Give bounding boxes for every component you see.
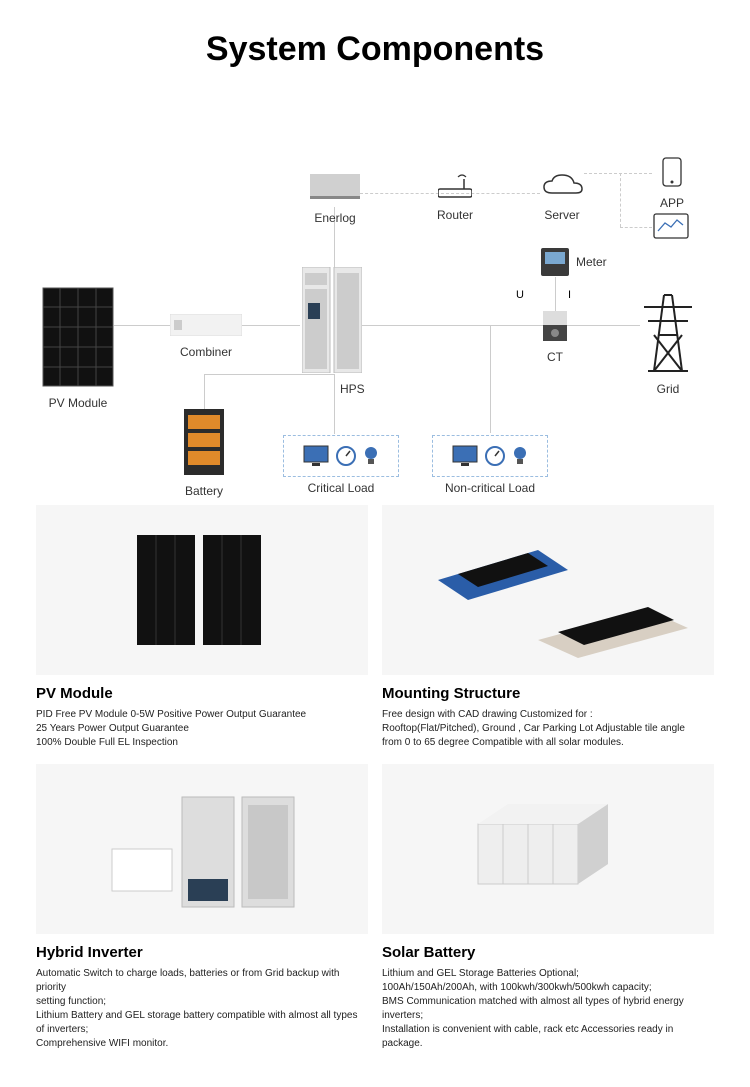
- battery-node: Battery: [184, 409, 224, 498]
- hps-label: HPS: [340, 382, 365, 396]
- app-icon: [662, 157, 682, 187]
- system-diagram: PV Module Combiner Enerlog Router Server: [0, 89, 750, 469]
- card-battery: Solar Battery Lithium and GEL Storage Ba…: [382, 764, 714, 1051]
- line-noncritical: [490, 325, 491, 433]
- combiner-label: Combiner: [170, 345, 242, 359]
- monitor-icon: [303, 445, 329, 467]
- hps-icon: [302, 267, 362, 373]
- meter-label: Meter: [576, 255, 607, 269]
- router-node: Router: [437, 173, 473, 222]
- grid-node: Grid: [640, 285, 696, 396]
- line-server-tablet-h: [620, 227, 652, 228]
- hps-node: HPS: [300, 267, 365, 396]
- tablet-node: [653, 213, 689, 244]
- meter-node: Meter: [540, 247, 607, 277]
- card-battery-desc: Lithium and GEL Storage Batteries Option…: [382, 967, 714, 1051]
- server-label: Server: [540, 208, 584, 222]
- line-hps-grid: [360, 325, 640, 326]
- enerlog-icon: [310, 174, 360, 202]
- ct-node: CT: [543, 311, 567, 364]
- line-server-app-h: [584, 173, 652, 174]
- pv-module-node: PV Module: [42, 287, 114, 410]
- bulb-icon: [363, 445, 379, 467]
- line-meter-ct: [555, 277, 556, 311]
- card-inverter-title: Hybrid Inverter: [36, 944, 368, 961]
- cards-grid: PV Module PID Free PV Module 0-5W Positi…: [0, 469, 750, 1087]
- bulb-icon: [512, 445, 528, 467]
- server-icon: [540, 173, 584, 199]
- pv-module-icon: [42, 287, 114, 387]
- critical-load-label: Critical Load: [283, 481, 399, 495]
- dial-icon: [484, 445, 506, 467]
- router-icon: [438, 173, 472, 199]
- router-label: Router: [437, 208, 473, 222]
- card-battery-image: [382, 764, 714, 934]
- critical-load-node: Critical Load: [283, 435, 399, 495]
- tablet-icon: [653, 213, 689, 239]
- grid-icon: [640, 285, 696, 373]
- combiner-icon: [170, 314, 242, 336]
- enerlog-node: Enerlog: [310, 174, 360, 225]
- card-mounting-desc: Free design with CAD drawing Customized …: [382, 708, 714, 750]
- card-mounting: Mounting Structure Free design with CAD …: [382, 505, 714, 750]
- card-inverter-image: [36, 764, 368, 934]
- line-server-apps-v: [620, 173, 621, 227]
- app-node: APP: [660, 157, 684, 210]
- card-mounting-image: [382, 505, 714, 675]
- card-pv-desc: PID Free PV Module 0-5W Positive Power O…: [36, 708, 368, 750]
- combiner-node: Combiner: [170, 314, 242, 359]
- battery-label: Battery: [184, 484, 224, 498]
- enerlog-label: Enerlog: [310, 211, 360, 225]
- card-pv-title: PV Module: [36, 685, 368, 702]
- i-label: I: [568, 289, 571, 301]
- server-node: Server: [540, 173, 584, 222]
- monitor-icon: [452, 445, 478, 467]
- card-mounting-title: Mounting Structure: [382, 685, 714, 702]
- ct-label: CT: [543, 350, 567, 364]
- line-battery-v: [204, 374, 205, 409]
- noncritical-load-label: Non-critical Load: [432, 481, 548, 495]
- u-label: U: [516, 289, 524, 301]
- card-inverter-desc: Automatic Switch to charge loads, batter…: [36, 967, 368, 1051]
- card-inverter: Hybrid Inverter Automatic Switch to char…: [36, 764, 368, 1051]
- app-label: APP: [660, 196, 684, 210]
- dial-icon: [335, 445, 357, 467]
- grid-label: Grid: [640, 382, 696, 396]
- card-pv-image: [36, 505, 368, 675]
- ct-icon: [543, 311, 567, 341]
- card-pv-module: PV Module PID Free PV Module 0-5W Positi…: [36, 505, 368, 750]
- meter-icon: [540, 247, 570, 277]
- pv-module-label: PV Module: [42, 396, 114, 410]
- battery-icon: [184, 409, 224, 475]
- card-battery-title: Solar Battery: [382, 944, 714, 961]
- noncritical-load-node: Non-critical Load: [432, 435, 548, 495]
- page-title: System Components: [0, 0, 750, 89]
